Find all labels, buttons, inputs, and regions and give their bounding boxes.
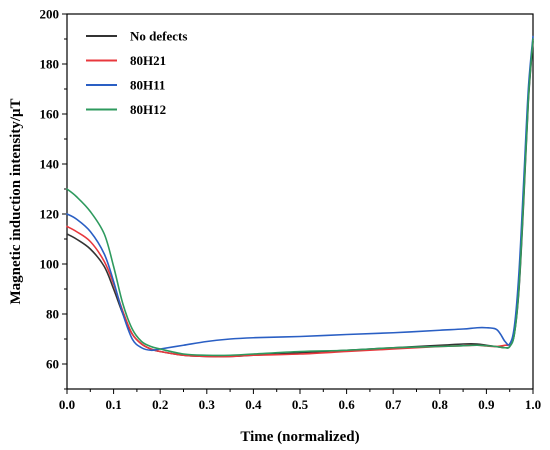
y-axis: 60 80 100 120 140 160 180 200	[40, 7, 67, 390]
legend-label-3: 80H12	[130, 102, 166, 117]
series-line-3	[66, 38, 534, 357]
y-tick-label: 160	[40, 107, 60, 122]
x-tick-label: 0.1	[105, 397, 121, 412]
x-tick-label: 1.0	[525, 397, 541, 412]
plot-border	[66, 13, 534, 390]
y-tick-label: 100	[40, 257, 60, 272]
x-tick-label: 0.8	[432, 397, 449, 412]
y-tick-label: 200	[40, 7, 60, 22]
y-tick-label: 120	[40, 207, 60, 222]
legend-label-0: No defects	[130, 29, 187, 44]
series-line-2	[66, 35, 534, 352]
y-tick-label: 140	[40, 157, 60, 172]
plot-frame	[66, 13, 534, 390]
legend-label-1: 80H21	[130, 53, 166, 68]
y-axis-title: Magnetic induction intensity/μT	[8, 98, 24, 304]
x-axis: 0.0 0.1 0.2 0.3 0.4 0.5 0.6 0.7 0.8 0.9 1.0	[59, 389, 541, 412]
x-tick-label: 0.0	[59, 397, 75, 412]
x-tick-label: 0.9	[478, 397, 495, 412]
series-lines	[66, 35, 534, 358]
x-axis-title: Time (normalized)	[240, 429, 359, 445]
x-tick-label: 0.7	[385, 397, 402, 412]
y-tick-label: 180	[40, 57, 60, 72]
x-tick-label: 0.2	[152, 397, 168, 412]
x-tick-label: 0.5	[292, 397, 309, 412]
y-tick-label: 80	[46, 307, 59, 322]
x-tick-label: 0.3	[199, 397, 216, 412]
legend-label-2: 80H11	[130, 78, 165, 93]
x-tick-label: 0.4	[245, 397, 262, 412]
x-tick-label: 0.6	[338, 397, 355, 412]
y-tick-label: 60	[46, 357, 59, 372]
legend: No defects 80H21 80H11 80H12	[86, 29, 187, 117]
